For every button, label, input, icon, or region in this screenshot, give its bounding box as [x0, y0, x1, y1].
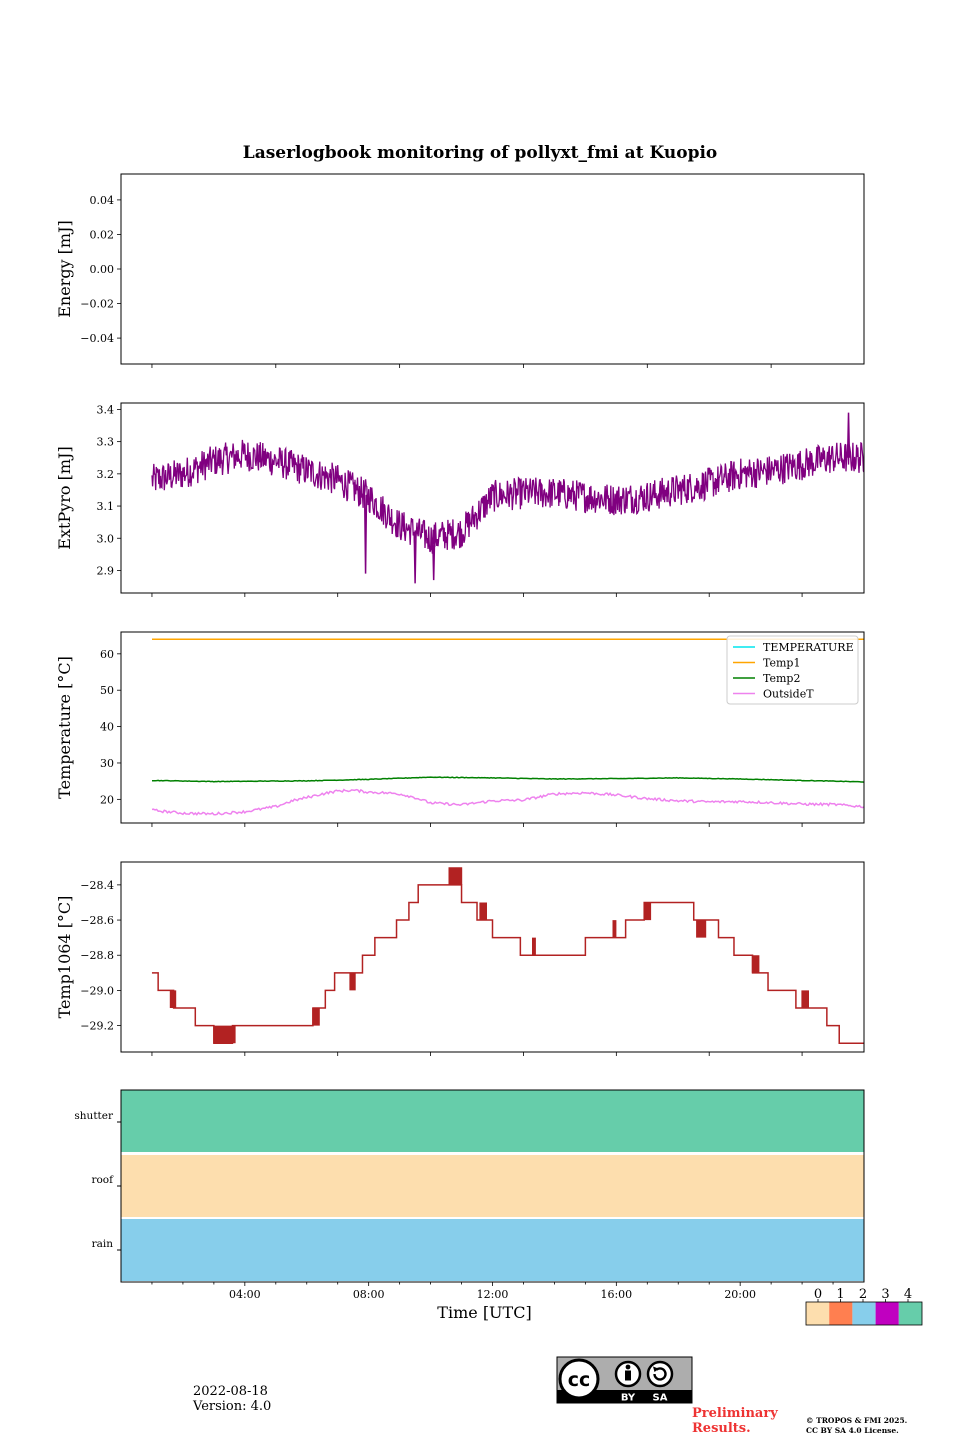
legend: TEMPERATURE Temp1 Temp2 OutsideT	[726, 635, 859, 705]
series-flicker	[312, 1008, 320, 1026]
status-band-rain	[121, 1219, 864, 1281]
axes-frame	[120, 631, 865, 824]
y-tick-label: 3.4	[97, 403, 115, 416]
series-spike	[363, 494, 368, 574]
series-flicker	[448, 867, 463, 885]
colorbar-swatch-1	[829, 1302, 853, 1325]
x-axis-label: Time [UTC]	[437, 1303, 531, 1322]
series-line-temp2	[152, 776, 864, 783]
series-flicker	[696, 920, 707, 938]
y-tick-label: −29.2	[80, 1020, 114, 1033]
colorbar-swatch-3	[875, 1302, 899, 1325]
colorbar-label: 1	[836, 1287, 844, 1302]
y-tick-label: −0.04	[80, 332, 114, 345]
y-tick-label: 50	[100, 684, 114, 697]
colorbar-swatch-2	[852, 1302, 876, 1325]
legend-box	[726, 635, 859, 705]
y-tick-label: −28.6	[80, 914, 114, 927]
colorbar-label: 0	[814, 1287, 822, 1302]
status-row-label: roof	[91, 1174, 114, 1186]
y-tick-label: 60	[100, 648, 114, 661]
series-spike	[432, 537, 436, 581]
series-flicker	[349, 972, 356, 991]
preliminary-note: Preliminary Results.	[692, 1406, 778, 1436]
y-tick-label: 3.1	[97, 500, 115, 513]
y-axis-label: Temperature [°C]	[55, 656, 74, 799]
status-row-label: shutter	[74, 1110, 114, 1122]
y-tick-label: 30	[100, 757, 114, 770]
colorbar-label: 2	[859, 1287, 867, 1302]
series-flicker	[612, 920, 617, 938]
y-tick-label: 2.9	[97, 564, 115, 577]
colorbar-swatch-4	[898, 1302, 922, 1325]
series-flicker	[479, 902, 487, 921]
x-tick-label: 20:00	[724, 1288, 756, 1301]
figure-title: Laserlogbook monitoring of pollyxt_fmi a…	[243, 143, 718, 163]
legend-entry: TEMPERATURE	[763, 641, 854, 654]
series-line-extpyro	[151, 439, 864, 554]
series-line-outsidet	[151, 788, 864, 816]
y-axis-label: Energy [mJ]	[55, 220, 74, 318]
series-spike	[846, 412, 851, 458]
series-flicker	[801, 990, 809, 1008]
panel-status: shutter roof rain 04:00 08:00 12:00 16:00 20:00…	[74, 1089, 865, 1322]
legend-entry: Temp2	[763, 672, 800, 685]
cc-by-sa-badge: cc BY SA	[556, 1356, 693, 1404]
cc-logo-text: cc	[568, 1369, 591, 1391]
series-spike	[413, 531, 417, 584]
legend-entry: Temp1	[763, 657, 800, 670]
y-tick-label: −29.0	[80, 984, 114, 997]
colorbar-swatch-0	[806, 1302, 830, 1325]
colorbar-frame	[805, 1301, 923, 1326]
copyright-line-2: CC BY SA 4.0 License.	[806, 1426, 899, 1435]
y-tick-label: 3.0	[97, 532, 115, 545]
copyright-note: © TROPOS & FMI 2025. CC BY SA 4.0 Licens…	[806, 1416, 907, 1436]
series-group-extpyro	[151, 412, 864, 584]
y-tick-label: 0.02	[90, 228, 115, 241]
x-tick-label: 04:00	[229, 1288, 261, 1301]
panel-temp1064: −28.4 −28.6 −28.8 −29.0 −29.2 Temp1064 [°C]	[55, 861, 865, 1056]
axes-frame	[120, 173, 865, 365]
series-flicker	[751, 955, 760, 973]
x-tick-label: 08:00	[353, 1288, 385, 1301]
series-flicker	[643, 902, 652, 921]
status-band-roof	[121, 1155, 864, 1217]
y-tick-label: −28.4	[80, 879, 114, 892]
series-flicker	[169, 990, 177, 1008]
y-tick-label: 20	[100, 793, 114, 806]
x-tick-label: 16:00	[600, 1288, 632, 1301]
y-axis-label: ExtPyro [mJ]	[55, 446, 74, 549]
y-tick-label: 0.00	[90, 263, 115, 276]
series-flicker	[213, 1025, 236, 1044]
axes-frame	[120, 861, 865, 1053]
y-tick-label: 40	[100, 721, 114, 734]
x-tick-label: 12:00	[477, 1288, 509, 1301]
y-tick-label: 3.2	[97, 468, 115, 481]
y-tick-label: 3.3	[97, 436, 115, 449]
legend-entry: OutsideT	[763, 688, 814, 701]
colorbar-label: 3	[881, 1287, 889, 1302]
cc-sa-label: SA	[653, 1393, 668, 1404]
status-band-shutter	[121, 1090, 864, 1152]
y-tick-label: −28.8	[80, 949, 114, 962]
y-tick-label: 0.04	[90, 194, 115, 207]
y-axis-label: Temp1064 [°C]	[55, 896, 74, 1019]
copyright-line-1: © TROPOS & FMI 2025.	[806, 1416, 908, 1425]
panel-temperature: 60 50 40 30 20 Temperature [°C] TEMPERATURE Tem…	[55, 631, 865, 827]
version-label: Version: 4.0	[193, 1399, 272, 1414]
series-flicker	[532, 937, 536, 956]
status-row-label: rain	[92, 1238, 114, 1250]
cc-by-label: BY	[621, 1393, 636, 1404]
panel-energy: 0.04 0.02 0.00 −0.02 −0.04 Energy [mJ]	[55, 173, 865, 368]
colorbar-label: 4	[904, 1287, 912, 1302]
y-tick-label: −0.02	[80, 298, 114, 311]
series-group-temp1064	[151, 867, 864, 1044]
date-label: 2022-08-18	[193, 1384, 268, 1399]
axes-frame	[120, 402, 865, 594]
panel-extpyro: 3.4 3.3 3.2 3.1 3.0 2.9 ExtPyro [mJ]	[55, 402, 865, 597]
